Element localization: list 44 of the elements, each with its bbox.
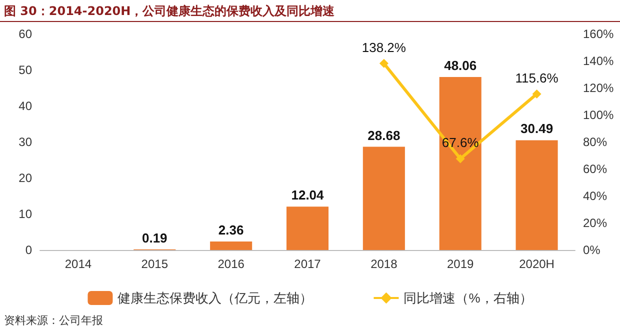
x-tick-label: 2015	[141, 257, 168, 271]
bar	[210, 242, 252, 250]
legend-label: 健康生态保费收入（亿元，左轴）	[118, 290, 313, 306]
data-label: 2.36	[218, 222, 244, 238]
bar	[362, 146, 405, 250]
data-label: 48.06	[444, 58, 477, 73]
y-tick-label: 0	[25, 243, 32, 257]
chart-title: 图 30：2014-2020H，公司健康生态的保费收入及同比增速	[4, 3, 335, 20]
data-label: 12.04	[291, 188, 325, 203]
y-tick-label: 20	[18, 171, 32, 185]
x-tick-label: 2017	[294, 257, 322, 271]
data-label: 67.6%	[442, 135, 480, 150]
data-label: 0.19	[142, 230, 168, 246]
y2-tick-label: 80%	[583, 135, 608, 149]
x-tick-label: 2019	[447, 257, 474, 271]
y-tick-label: 40	[18, 99, 32, 113]
y2-tick-label: 60%	[583, 162, 608, 176]
y2-tick-label: 0%	[583, 243, 601, 257]
y-tick-label: 10	[18, 207, 32, 221]
y2-tick-label: 40%	[583, 189, 608, 203]
x-tick-label: 2016	[218, 257, 245, 271]
point	[532, 89, 542, 98]
y-tick-label: 60	[18, 27, 32, 41]
point	[379, 58, 388, 68]
y2-tick-label: 120%	[583, 81, 614, 95]
y2-tick-label: 20%	[583, 216, 608, 230]
data-label: 30.49	[520, 121, 554, 136]
x-tick-label: 2020H	[519, 257, 554, 271]
y2-tick-label: 160%	[583, 27, 614, 41]
x-tick-label: 2018	[370, 257, 398, 271]
data-label: 115.6%	[515, 70, 559, 86]
bar	[516, 140, 558, 250]
y2-tick-label: 140%	[583, 54, 614, 68]
point	[456, 154, 465, 164]
text: 资料来源：公司年报	[4, 313, 103, 328]
bar	[286, 206, 329, 250]
bar	[439, 76, 482, 250]
x-tick-label: 2014	[64, 257, 92, 271]
data-label: 28.68	[368, 128, 400, 143]
y2-tick-label: 100%	[583, 108, 614, 122]
y-tick-label: 50	[18, 63, 32, 77]
legend-label: 同比增速（%，右轴）	[404, 290, 532, 306]
data-label: 138.2%	[362, 40, 406, 55]
y-tick-label: 30	[18, 135, 32, 149]
